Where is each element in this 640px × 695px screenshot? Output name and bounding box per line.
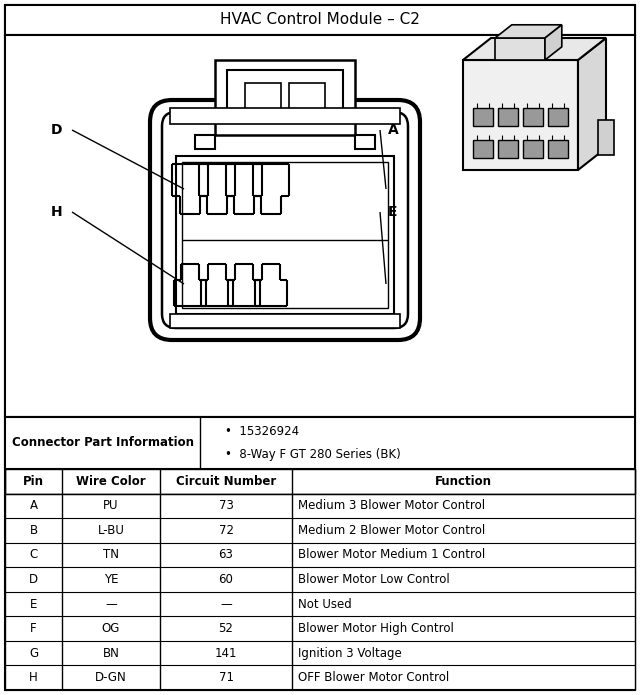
- Bar: [5, 417, 635, 469]
- Text: 63: 63: [219, 548, 234, 562]
- Text: —: —: [105, 598, 117, 610]
- Text: 72: 72: [218, 524, 234, 537]
- Text: F: F: [30, 622, 37, 635]
- Text: C: C: [29, 548, 38, 562]
- Text: Connector Part Information: Connector Part Information: [12, 436, 193, 450]
- Text: Wire Color: Wire Color: [76, 475, 146, 488]
- Bar: [598, 120, 614, 155]
- Bar: [5, 616, 635, 641]
- Text: E: E: [388, 205, 397, 219]
- Text: HVAC Control Module – C2: HVAC Control Module – C2: [220, 13, 420, 28]
- Polygon shape: [463, 38, 606, 60]
- Text: Not Used: Not Used: [298, 598, 352, 610]
- Polygon shape: [578, 38, 606, 170]
- Text: Medium 2 Blower Motor Control: Medium 2 Blower Motor Control: [298, 524, 485, 537]
- Bar: [182, 162, 388, 308]
- Text: PU: PU: [103, 499, 119, 512]
- Bar: [523, 140, 543, 158]
- Bar: [5, 591, 635, 616]
- Bar: [5, 493, 635, 518]
- Text: OG: OG: [102, 622, 120, 635]
- Text: BN: BN: [102, 646, 120, 660]
- Text: TN: TN: [103, 548, 119, 562]
- Text: D: D: [29, 573, 38, 586]
- Text: 60: 60: [219, 573, 234, 586]
- Text: H: H: [29, 671, 38, 684]
- Bar: [5, 567, 635, 591]
- Bar: [170, 108, 400, 124]
- Bar: [5, 518, 635, 543]
- Bar: [195, 135, 215, 149]
- Bar: [5, 35, 635, 417]
- Bar: [176, 156, 394, 314]
- Bar: [498, 140, 518, 158]
- Bar: [473, 108, 493, 126]
- Text: •  15326924: • 15326924: [225, 425, 299, 438]
- Text: Medium 3 Blower Motor Control: Medium 3 Blower Motor Control: [298, 499, 485, 512]
- Text: YE: YE: [104, 573, 118, 586]
- FancyBboxPatch shape: [162, 112, 408, 328]
- Bar: [5, 5, 635, 35]
- Text: D: D: [51, 123, 62, 137]
- Bar: [245, 83, 281, 113]
- Bar: [170, 314, 400, 328]
- Text: G: G: [29, 646, 38, 660]
- Bar: [523, 108, 543, 126]
- Bar: [289, 83, 325, 113]
- Text: •  8-Way F GT 280 Series (BK): • 8-Way F GT 280 Series (BK): [225, 448, 401, 461]
- Bar: [498, 108, 518, 126]
- Bar: [355, 135, 375, 149]
- Text: OFF Blower Motor Control: OFF Blower Motor Control: [298, 671, 449, 684]
- Text: 71: 71: [218, 671, 234, 684]
- Bar: [463, 60, 578, 170]
- Text: Circuit Number: Circuit Number: [176, 475, 276, 488]
- Text: Ignition 3 Voltage: Ignition 3 Voltage: [298, 646, 402, 660]
- Text: B: B: [29, 524, 38, 537]
- Text: Blower Motor High Control: Blower Motor High Control: [298, 622, 454, 635]
- Text: —: —: [220, 598, 232, 610]
- Text: D-GN: D-GN: [95, 671, 127, 684]
- Text: Function: Function: [435, 475, 492, 488]
- Bar: [5, 665, 635, 690]
- Text: 141: 141: [215, 646, 237, 660]
- Text: H: H: [51, 205, 62, 219]
- Text: A: A: [388, 123, 399, 137]
- Text: E: E: [30, 598, 37, 610]
- Bar: [495, 38, 545, 60]
- Bar: [5, 469, 635, 493]
- Bar: [5, 543, 635, 567]
- Bar: [215, 60, 355, 135]
- FancyBboxPatch shape: [150, 100, 420, 340]
- Polygon shape: [495, 25, 562, 38]
- Polygon shape: [545, 25, 562, 60]
- Bar: [473, 140, 493, 158]
- Text: Pin: Pin: [23, 475, 44, 488]
- Bar: [227, 70, 343, 120]
- Text: Blower Motor Medium 1 Control: Blower Motor Medium 1 Control: [298, 548, 485, 562]
- Text: Blower Motor Low Control: Blower Motor Low Control: [298, 573, 450, 586]
- Text: A: A: [29, 499, 38, 512]
- Text: 52: 52: [219, 622, 234, 635]
- Text: L-BU: L-BU: [97, 524, 124, 537]
- Bar: [548, 108, 568, 126]
- Bar: [548, 140, 568, 158]
- Bar: [5, 641, 635, 665]
- Text: 73: 73: [219, 499, 234, 512]
